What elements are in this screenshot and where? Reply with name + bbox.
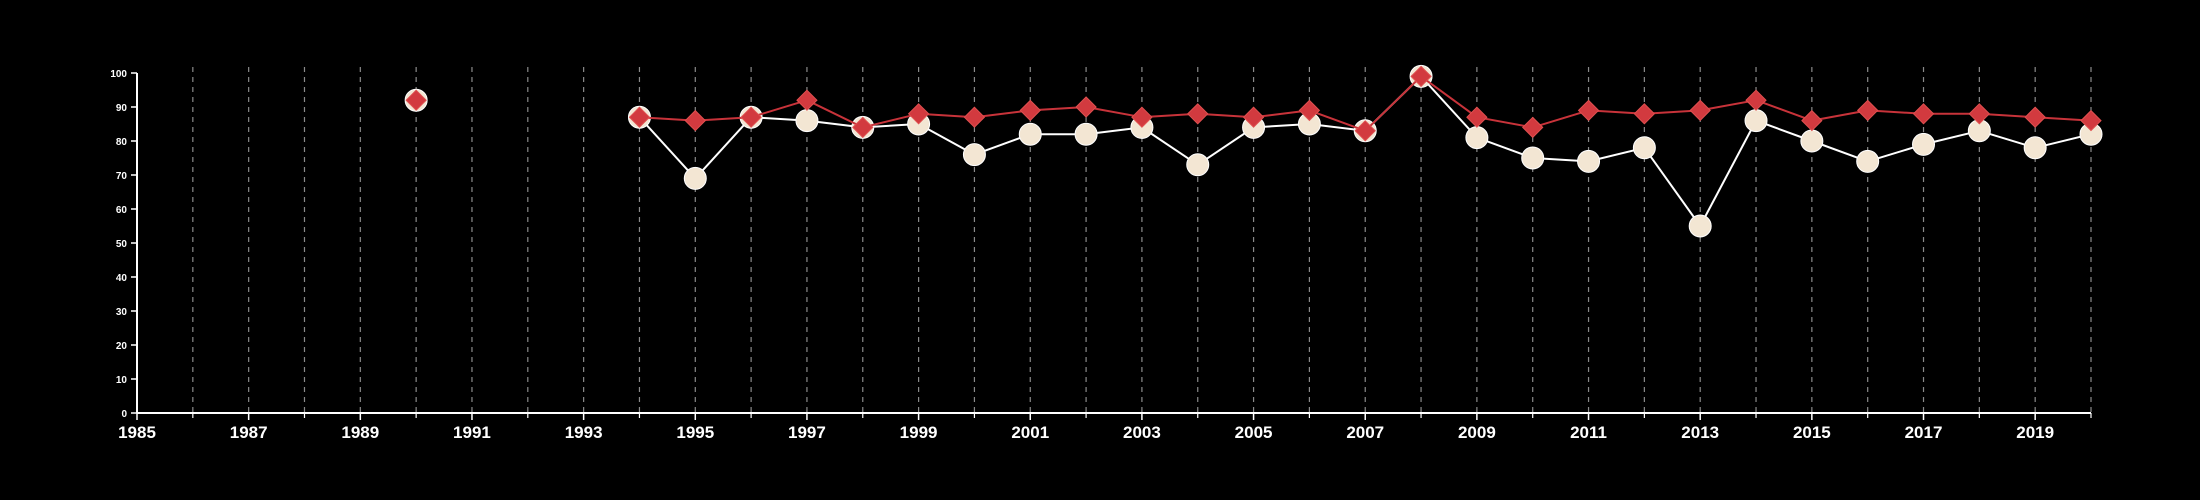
point-circle-2019 [2023, 136, 2047, 160]
x-tick-label-2009: 2009 [1458, 423, 1496, 442]
series-2-segment-2015 [1755, 99, 1813, 122]
y-tick-label-20: 20 [116, 341, 128, 352]
point-circle-2001 [1018, 122, 1042, 146]
gridlines [192, 67, 2092, 413]
point-diamond-2004 [1187, 103, 1209, 125]
x-tick-label-2005: 2005 [1235, 423, 1273, 442]
point-diamond-2010 [1522, 116, 1544, 139]
series-2-segment-2010 [1476, 116, 1533, 129]
point-circle-2002 [1074, 122, 1098, 146]
point-diamond-2000 [963, 106, 986, 128]
point-circle-2004 [1186, 153, 1210, 177]
x-tick-label-2015: 2015 [1793, 423, 1831, 442]
point-diamond-2019 [2024, 106, 2046, 128]
series-2-segment-2016 [1811, 109, 1868, 122]
point-diamond-2013 [1689, 99, 1711, 122]
series-2-segment-2008 [1364, 75, 1422, 132]
point-diamond-1996 [740, 106, 762, 128]
y-tick-label-70: 70 [116, 171, 128, 182]
point-diamond-2008 [1410, 65, 1432, 88]
x-tick-label-1993: 1993 [565, 423, 603, 442]
point-diamond-2017 [1912, 103, 1935, 125]
point-diamond-2007 [1354, 120, 1376, 142]
y-tick-label-90: 90 [116, 103, 128, 114]
y-tick-label-80: 80 [116, 137, 128, 148]
x-tick-label-2011: 2011 [1570, 423, 1607, 442]
x-tick-label-2019: 2019 [2016, 423, 2054, 442]
point-diamond-1997 [796, 89, 818, 111]
x-tick-label-1997: 1997 [788, 423, 826, 442]
series-1-segment-2009 [1420, 75, 1478, 139]
x-tick-label-2003: 2003 [1123, 423, 1161, 442]
series-2-segment-1998 [806, 99, 864, 129]
y-tick-label-100: 100 [110, 69, 127, 80]
series-2-diamond [405, 65, 2102, 142]
point-circle-2009 [1465, 126, 1489, 150]
point-diamond-2001 [1019, 99, 1041, 122]
point-diamond-2012 [1633, 103, 1656, 125]
point-diamond-2009 [1466, 106, 1488, 128]
series-2-segment-2011 [1532, 109, 1589, 129]
x-tick-label-2001: 2001 [1011, 423, 1049, 442]
series-1-segment-1996 [694, 116, 752, 180]
x-tick-label-1987: 1987 [230, 423, 268, 442]
series-1-segment-1995 [638, 116, 697, 180]
axes: 0 10 20 30 40 50 60 70 80 90 100 1985 1987 1989 1991 19… [110, 69, 2092, 442]
x-tick-label-2013: 2013 [1681, 423, 1719, 442]
point-diamond-2006 [1298, 99, 1321, 122]
x-tick-label-1985: 1985 [118, 423, 156, 442]
point-diamond-2014 [1745, 89, 1767, 111]
x-tick-label-2017: 2017 [1905, 423, 1943, 442]
point-circle-2015 [1800, 129, 1824, 153]
point-diamond-2015 [1801, 109, 1823, 132]
point-diamond-2018 [1968, 103, 1991, 125]
point-diamond-1998 [852, 116, 874, 139]
point-circle-2013 [1688, 214, 1712, 238]
point-diamond-2016 [1856, 99, 1879, 122]
x-tick-label-2007: 2007 [1346, 423, 1384, 442]
point-circle-1997 [795, 109, 819, 133]
point-circle-2016 [1856, 149, 1880, 173]
point-diamond-1994 [628, 106, 651, 128]
point-diamond-2002 [1075, 96, 1097, 118]
point-circle-2017 [1912, 132, 1936, 156]
series-2-segment-2007 [1309, 109, 1366, 132]
x-tick-label-1995: 1995 [676, 423, 714, 442]
point-diamond-2020 [2080, 109, 2102, 132]
point-diamond-2005 [1242, 106, 1265, 128]
y-tick-label-40: 40 [116, 273, 128, 284]
x-tick-label-1989: 1989 [341, 423, 379, 442]
series [404, 64, 2103, 238]
point-diamond-1990 [405, 89, 427, 111]
series-2-segment-2003 [1085, 106, 1143, 119]
series-1-segment-2013 [1643, 147, 1702, 227]
point-circle-2011 [1577, 149, 1601, 173]
x-tick-label-1999: 1999 [900, 423, 938, 442]
point-circle-2014 [1744, 109, 1768, 133]
y-tick-label-30: 30 [116, 307, 128, 318]
point-diamond-1999 [907, 103, 930, 125]
point-circle-2012 [1632, 136, 1656, 160]
series-1-segment-2014 [1699, 120, 1757, 227]
point-diamond-2003 [1131, 106, 1153, 128]
point-diamond-1995 [684, 109, 706, 132]
point-circle-2010 [1521, 146, 1545, 170]
y-tick-label-0: 0 [121, 409, 127, 420]
point-diamond-2011 [1577, 99, 1600, 122]
point-circle-1995 [683, 166, 707, 190]
y-tick-label-10: 10 [116, 375, 128, 386]
series-2-segment-2014 [1700, 99, 1757, 112]
series-2-segment-1997 [750, 99, 808, 119]
y-tick-label-50: 50 [116, 239, 128, 250]
series-2-segment-1999 [862, 112, 919, 129]
series-2-segment-2009 [1420, 75, 1478, 119]
x-tick-label-1991: 1991 [453, 423, 491, 442]
y-tick-label-60: 60 [116, 205, 128, 216]
point-circle-2000 [962, 143, 986, 167]
